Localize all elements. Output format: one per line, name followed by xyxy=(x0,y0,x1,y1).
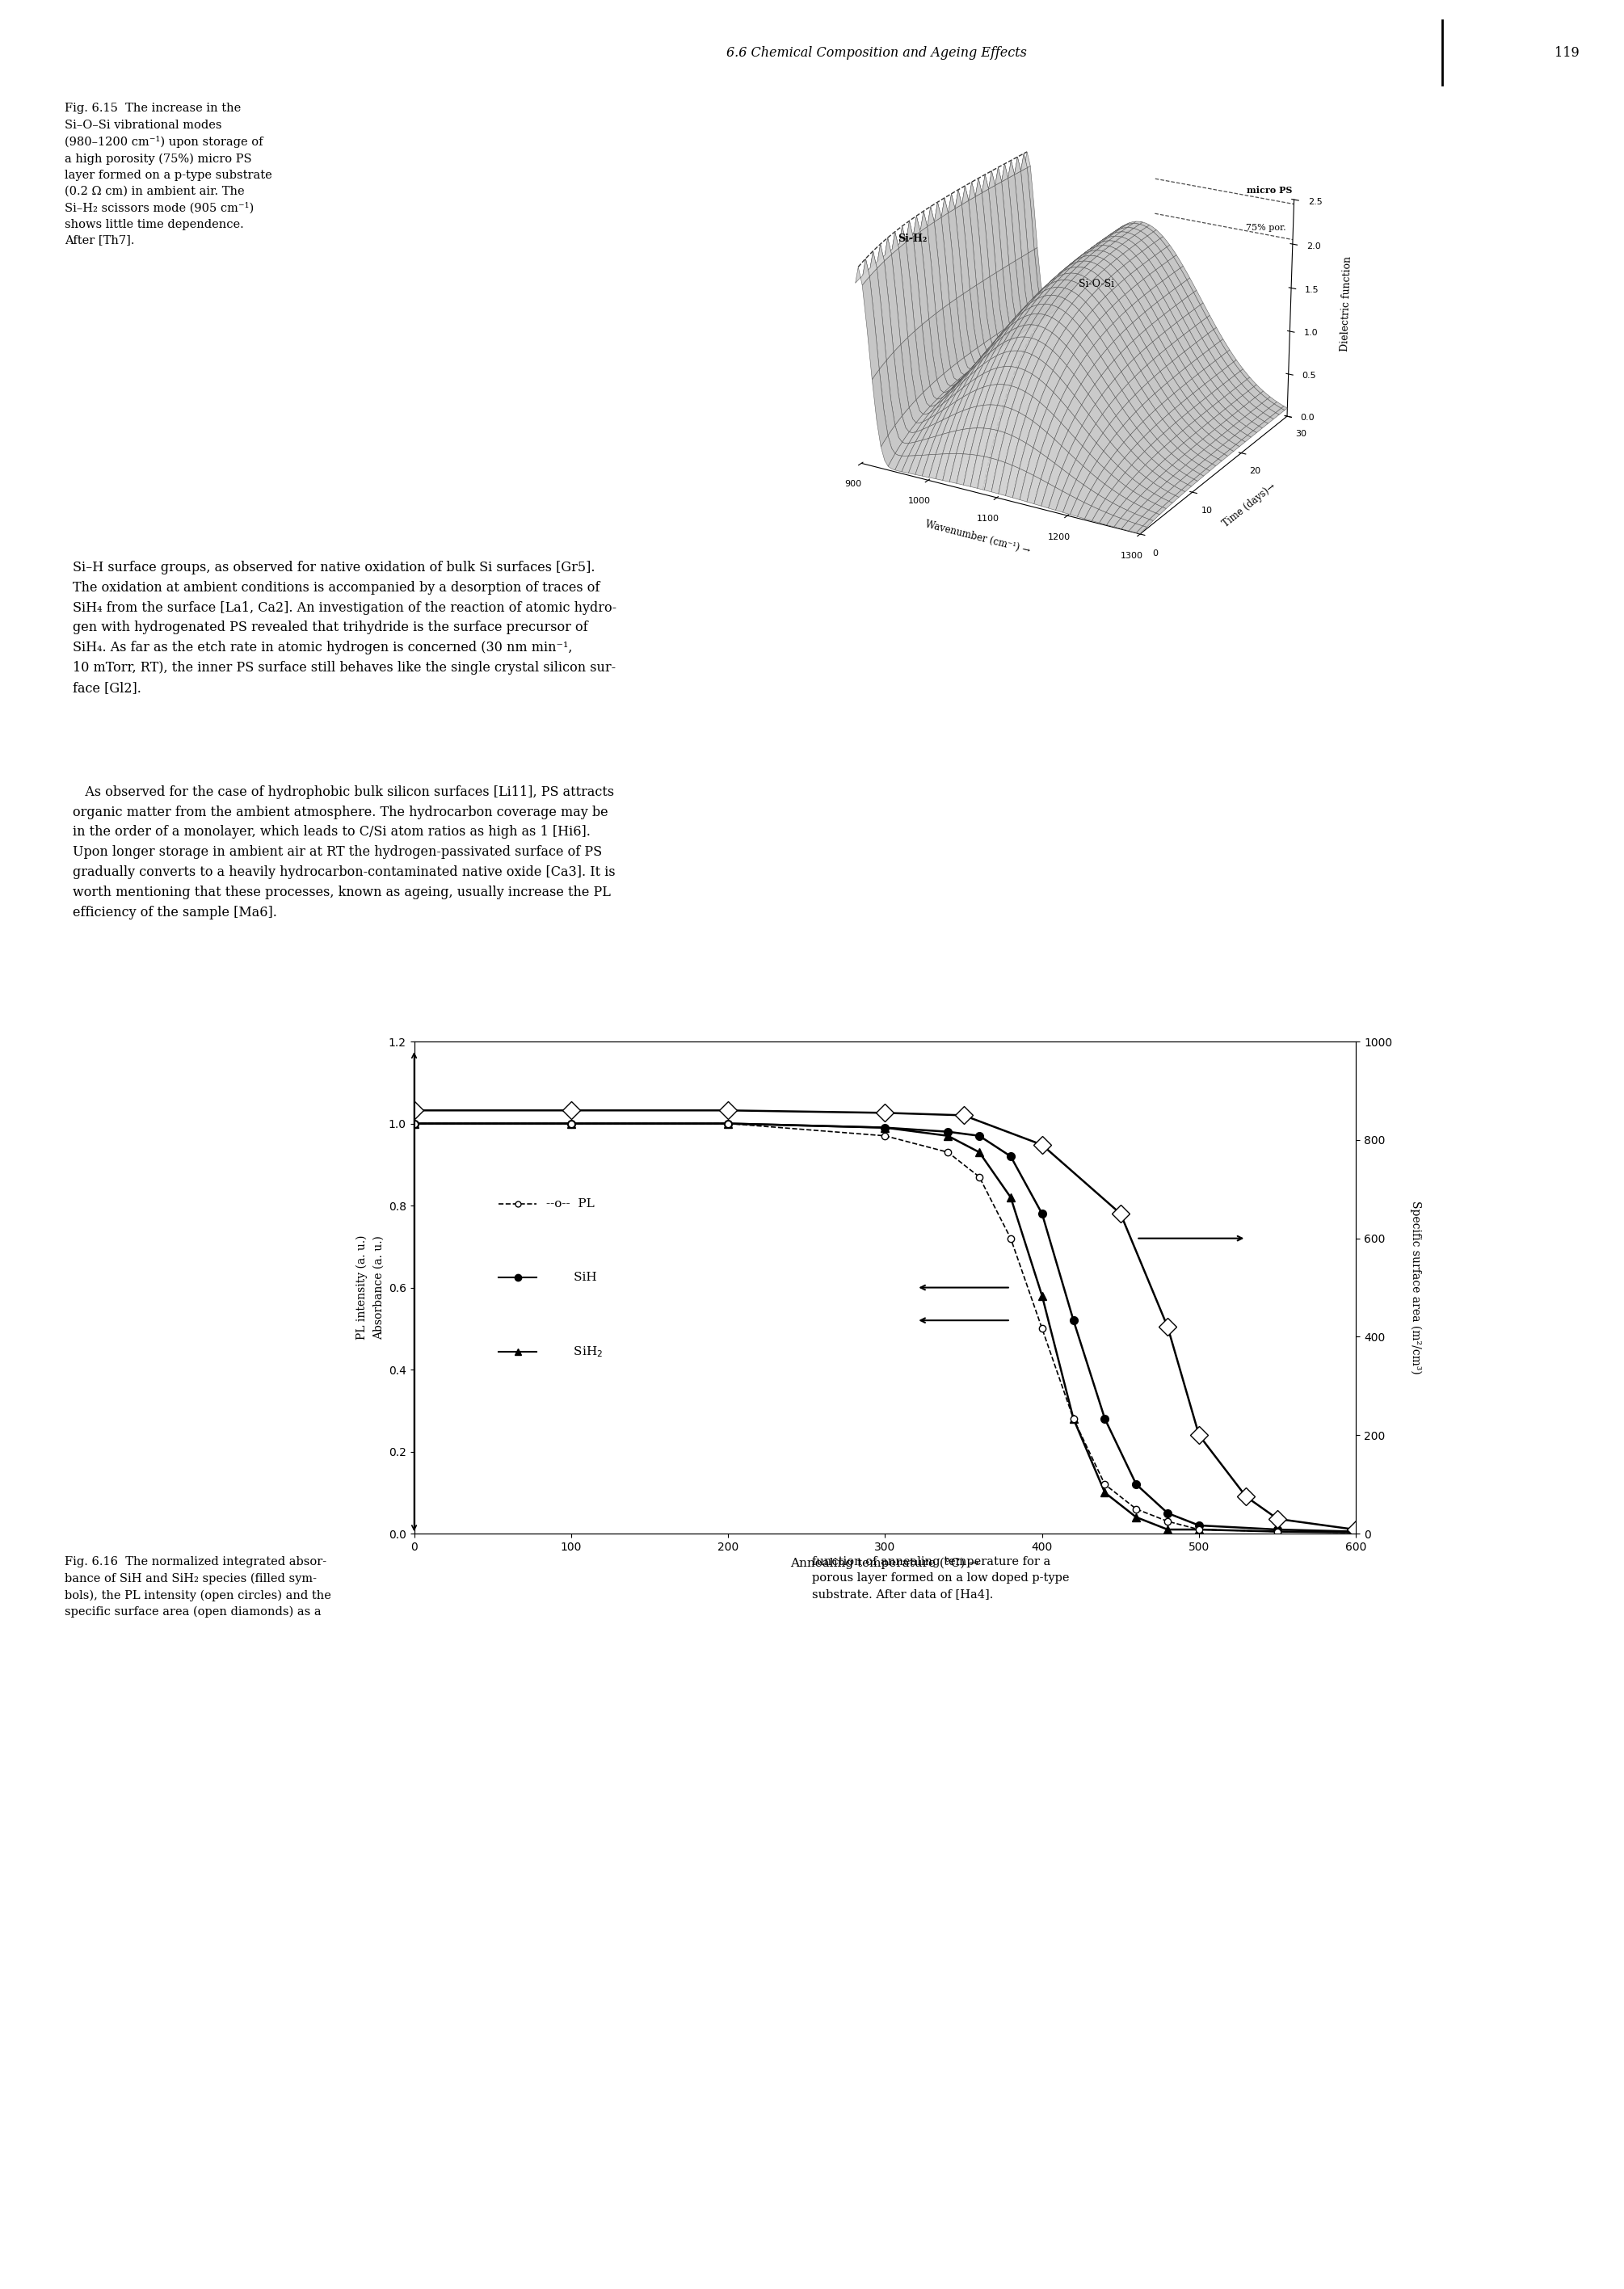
X-axis label: Wavenumber (cm⁻¹) →: Wavenumber (cm⁻¹) → xyxy=(924,520,1031,556)
X-axis label: Annealing temperature (°C) →: Annealing temperature (°C) → xyxy=(791,1557,979,1568)
Y-axis label: Specific surface area (m²/cm³): Specific surface area (m²/cm³) xyxy=(1410,1202,1423,1373)
Text: Si–H surface groups, as observed for native oxidation of bulk Si surfaces [Gr5].: Si–H surface groups, as observed for nat… xyxy=(73,561,617,696)
Text: --o--  PL: --o-- PL xyxy=(546,1197,594,1209)
Text: 119: 119 xyxy=(1554,46,1580,60)
Text: Fig. 6.16  The normalized integrated absor-
bance of SiH and SiH₂ species (fille: Fig. 6.16 The normalized integrated abso… xyxy=(65,1557,331,1618)
Text: SiH$_2$: SiH$_2$ xyxy=(546,1344,603,1360)
Text: function of annealing temperature for a
porous layer formed on a low doped p-typ: function of annealing temperature for a … xyxy=(812,1557,1069,1600)
Text: 6.6 Chemical Composition and Ageing Effects: 6.6 Chemical Composition and Ageing Effe… xyxy=(726,46,1028,60)
Text: As observed for the case of hydrophobic bulk silicon surfaces [Li11], PS attract: As observed for the case of hydrophobic … xyxy=(73,785,615,920)
Text: Fig. 6.15  The increase in the
Si–O–Si vibrational modes
(980–1200 cm⁻¹) upon st: Fig. 6.15 The increase in the Si–O–Si vi… xyxy=(65,103,273,247)
Y-axis label: PL intensity (a. u.)
Absorbance (a. u.): PL intensity (a. u.) Absorbance (a. u.) xyxy=(356,1236,383,1339)
Y-axis label: Time (days)→: Time (days)→ xyxy=(1221,481,1278,529)
Text: SiH: SiH xyxy=(546,1273,596,1284)
